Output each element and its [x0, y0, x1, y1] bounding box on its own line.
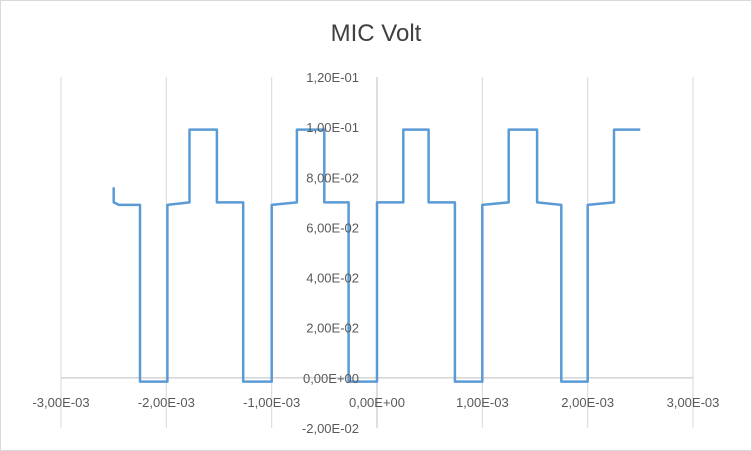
chart-title: MIC Volt	[330, 20, 422, 47]
y-tick-label: 8,00E-02	[306, 170, 359, 185]
y-tick-label: 2,00E-02	[306, 321, 359, 336]
y-tick-label: 1,00E-01	[306, 120, 359, 135]
y-tick-label: 0,00E+00	[303, 371, 359, 386]
y-tick-label: 1,20E-01	[306, 70, 359, 85]
x-tick-label: -2,00E-03	[138, 395, 195, 410]
y-tick-label: -2,00E-02	[302, 421, 359, 436]
y-tick-label: 6,00E-02	[306, 220, 359, 235]
y-tick-label: 4,00E-02	[306, 271, 359, 286]
x-tick-label: 2,00E-03	[561, 395, 614, 410]
x-tick-label: -3,00E-03	[32, 395, 89, 410]
series-layer	[112, 128, 641, 383]
x-tick-label: -1,00E-03	[243, 395, 300, 410]
x-tick-label: 3,00E-03	[667, 395, 720, 410]
x-tick-label: 0,00E+00	[349, 395, 405, 410]
x-axis-labels: -3,00E-03 -2,00E-03 -1,00E-03 0,00E+00 1,00E…	[32, 395, 719, 410]
series-line	[112, 128, 641, 383]
x-tick-label: 1,00E-03	[456, 395, 509, 410]
y-axis-labels: -2,00E-02 0,00E+00 2,00E-02 4,00E-02 6,00E-0…	[302, 70, 359, 436]
